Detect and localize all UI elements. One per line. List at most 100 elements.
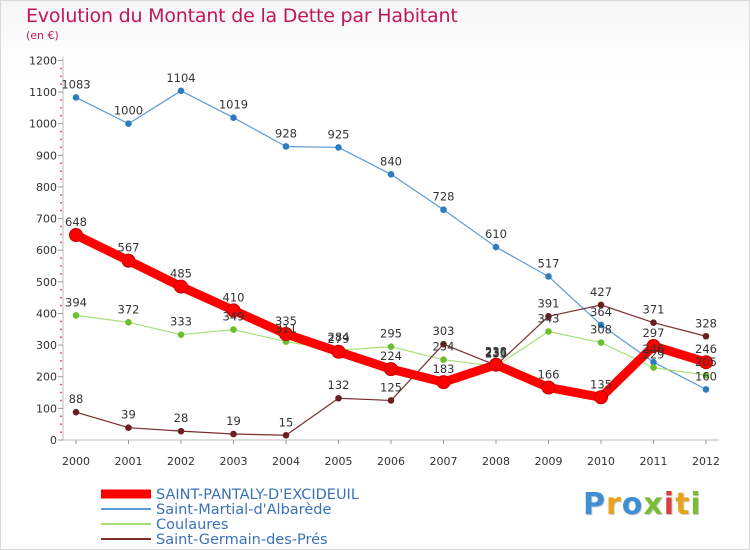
y-minor-tick xyxy=(60,360,62,362)
series-point xyxy=(541,380,556,395)
y-minor-tick xyxy=(60,209,62,212)
data-label: 183 xyxy=(433,362,455,376)
data-label: 205 xyxy=(695,355,717,369)
series-point xyxy=(699,355,713,370)
proxiti-logo[interactable]: Proxiti xyxy=(583,487,702,522)
series-point xyxy=(226,303,241,318)
series-point xyxy=(387,397,395,404)
data-label: 88 xyxy=(69,392,84,406)
chart-title: Evolution du Montant de la Dette par Hab… xyxy=(26,5,458,27)
series-point xyxy=(436,375,451,390)
series-point xyxy=(125,319,132,326)
series-point xyxy=(650,358,657,366)
y-minor-tick xyxy=(60,225,62,228)
x-tick-label: 2003 xyxy=(220,455,248,468)
series-point xyxy=(282,143,290,150)
series-point xyxy=(702,386,710,393)
data-label: 246 xyxy=(643,342,665,356)
x-tick-label: 2000 xyxy=(62,455,90,468)
series-point xyxy=(545,328,552,335)
data-label: 567 xyxy=(118,241,140,255)
data-label: 343 xyxy=(538,312,560,326)
y-minor-tick xyxy=(60,415,62,418)
y-minor-tick xyxy=(60,241,62,244)
data-label: 284 xyxy=(328,330,350,344)
data-label: 1104 xyxy=(166,71,195,85)
y-minor-tick xyxy=(60,367,62,370)
y-tick-label: 200 xyxy=(36,371,57,384)
data-label: 15 xyxy=(279,415,294,429)
y-minor-tick xyxy=(60,193,62,196)
y-minor-tick xyxy=(60,130,62,133)
y-minor-tick xyxy=(60,146,62,149)
series-point xyxy=(230,114,237,121)
series-point xyxy=(650,364,657,371)
series-point xyxy=(545,273,552,280)
y-tick-label: 700 xyxy=(36,213,57,226)
data-label: 308 xyxy=(590,323,612,337)
y-minor-tick xyxy=(60,75,62,78)
data-label: 303 xyxy=(433,324,455,338)
series-point xyxy=(646,339,661,354)
y-minor-tick xyxy=(60,257,62,260)
data-label: 19 xyxy=(226,414,241,428)
data-label: 394 xyxy=(65,295,87,309)
y-minor-tick xyxy=(60,201,62,204)
data-label: 279 xyxy=(328,332,350,346)
data-label: 610 xyxy=(485,227,507,241)
series-point xyxy=(597,339,605,346)
data-label: 132 xyxy=(328,378,350,392)
x-tick-label: 2009 xyxy=(535,455,563,468)
series-point xyxy=(492,243,500,251)
data-label: 238 xyxy=(485,345,507,359)
y-minor-tick xyxy=(60,273,62,275)
y-tick-label: 1000 xyxy=(29,118,57,131)
data-label: 125 xyxy=(380,380,402,394)
y-minor-tick xyxy=(60,233,62,236)
legend-label: Saint-Martial-d'Albarède xyxy=(156,502,331,518)
y-minor-tick xyxy=(60,328,62,331)
series-point xyxy=(125,424,132,431)
data-label: 928 xyxy=(275,126,297,140)
y-minor-tick xyxy=(60,320,62,323)
x-tick-label: 2005 xyxy=(325,455,353,468)
data-label: 391 xyxy=(538,296,560,310)
y-minor-tick xyxy=(60,162,62,165)
data-label: 333 xyxy=(170,315,192,329)
legend-label: SAINT-PANTALY-D'EXCIDEUIL xyxy=(156,487,359,503)
y-minor-tick xyxy=(60,391,62,394)
data-label: 371 xyxy=(643,303,665,317)
series-point xyxy=(387,171,395,178)
chart-axes: 0 100 200 300 400 500 600 700 800 900 1000 1100 1200… xyxy=(29,54,720,468)
y-minor-tick xyxy=(60,431,62,433)
series-point xyxy=(545,313,552,320)
series-point xyxy=(174,279,188,294)
x-tick-label: 2012 xyxy=(692,455,720,468)
y-tick-label: 400 xyxy=(36,307,57,320)
series-point xyxy=(597,301,605,309)
y-minor-tick xyxy=(60,67,62,70)
series-point xyxy=(440,340,447,348)
series-point xyxy=(282,431,290,439)
series-point xyxy=(597,321,605,329)
chart-data-labels: 648 567 485 410 335 279 224 183 238 166 135 297 246 1… xyxy=(61,71,717,429)
y-tick-label: 0 xyxy=(50,434,57,447)
y-minor-tick xyxy=(60,83,62,86)
data-label: 295 xyxy=(380,327,402,341)
y-minor-tick xyxy=(60,383,62,386)
chart-legend: SAINT-PANTALY-D'EXCIDEUILSaint-Martial-d… xyxy=(101,487,359,548)
series-point xyxy=(440,356,447,363)
y-tick-label: 900 xyxy=(36,149,57,162)
x-tick-label: 2004 xyxy=(272,455,300,468)
data-label: 517 xyxy=(538,256,560,270)
series-point xyxy=(387,343,395,350)
y-tick-label: 800 xyxy=(36,181,57,194)
y-tick-label: 600 xyxy=(36,244,57,257)
data-label: 160 xyxy=(695,369,717,383)
x-tick-label: 2001 xyxy=(115,455,143,468)
legend-label: Coulaures xyxy=(156,517,228,533)
y-tick-label: 1100 xyxy=(29,86,57,99)
data-label: 28 xyxy=(174,411,189,425)
data-label: 335 xyxy=(275,314,297,328)
y-tick-label: 100 xyxy=(36,402,57,415)
